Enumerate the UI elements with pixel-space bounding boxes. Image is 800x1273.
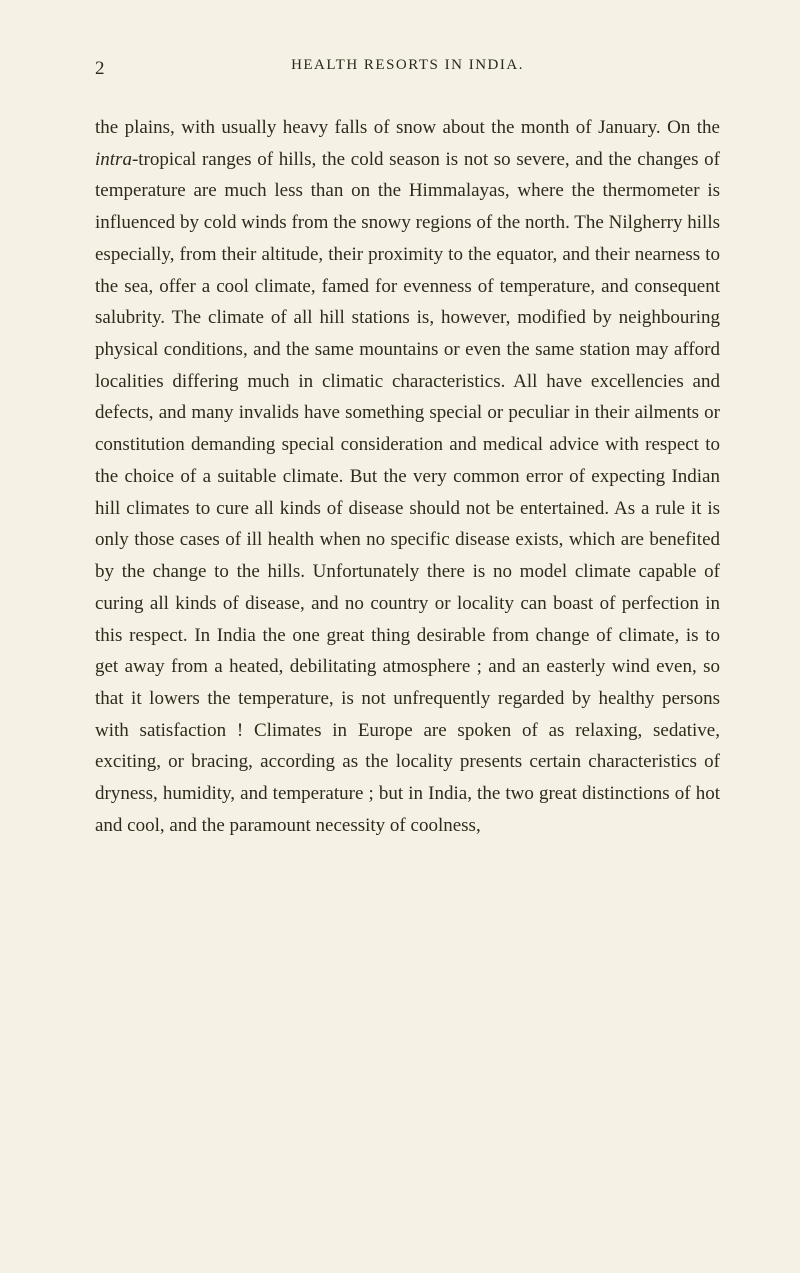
paragraph: the plains, with usually heavy falls of … — [95, 112, 720, 842]
text-part-2: -tropical ranges of hills, the cold seas… — [95, 149, 720, 836]
running-header: HEALTH RESORTS IN INDIA. — [95, 55, 720, 74]
body-text: the plains, with usually heavy falls of … — [95, 112, 720, 842]
italic-term: intra — [95, 149, 132, 170]
page-number: 2 — [95, 58, 105, 80]
text-part-1: the plains, with usually heavy falls of … — [95, 117, 720, 138]
